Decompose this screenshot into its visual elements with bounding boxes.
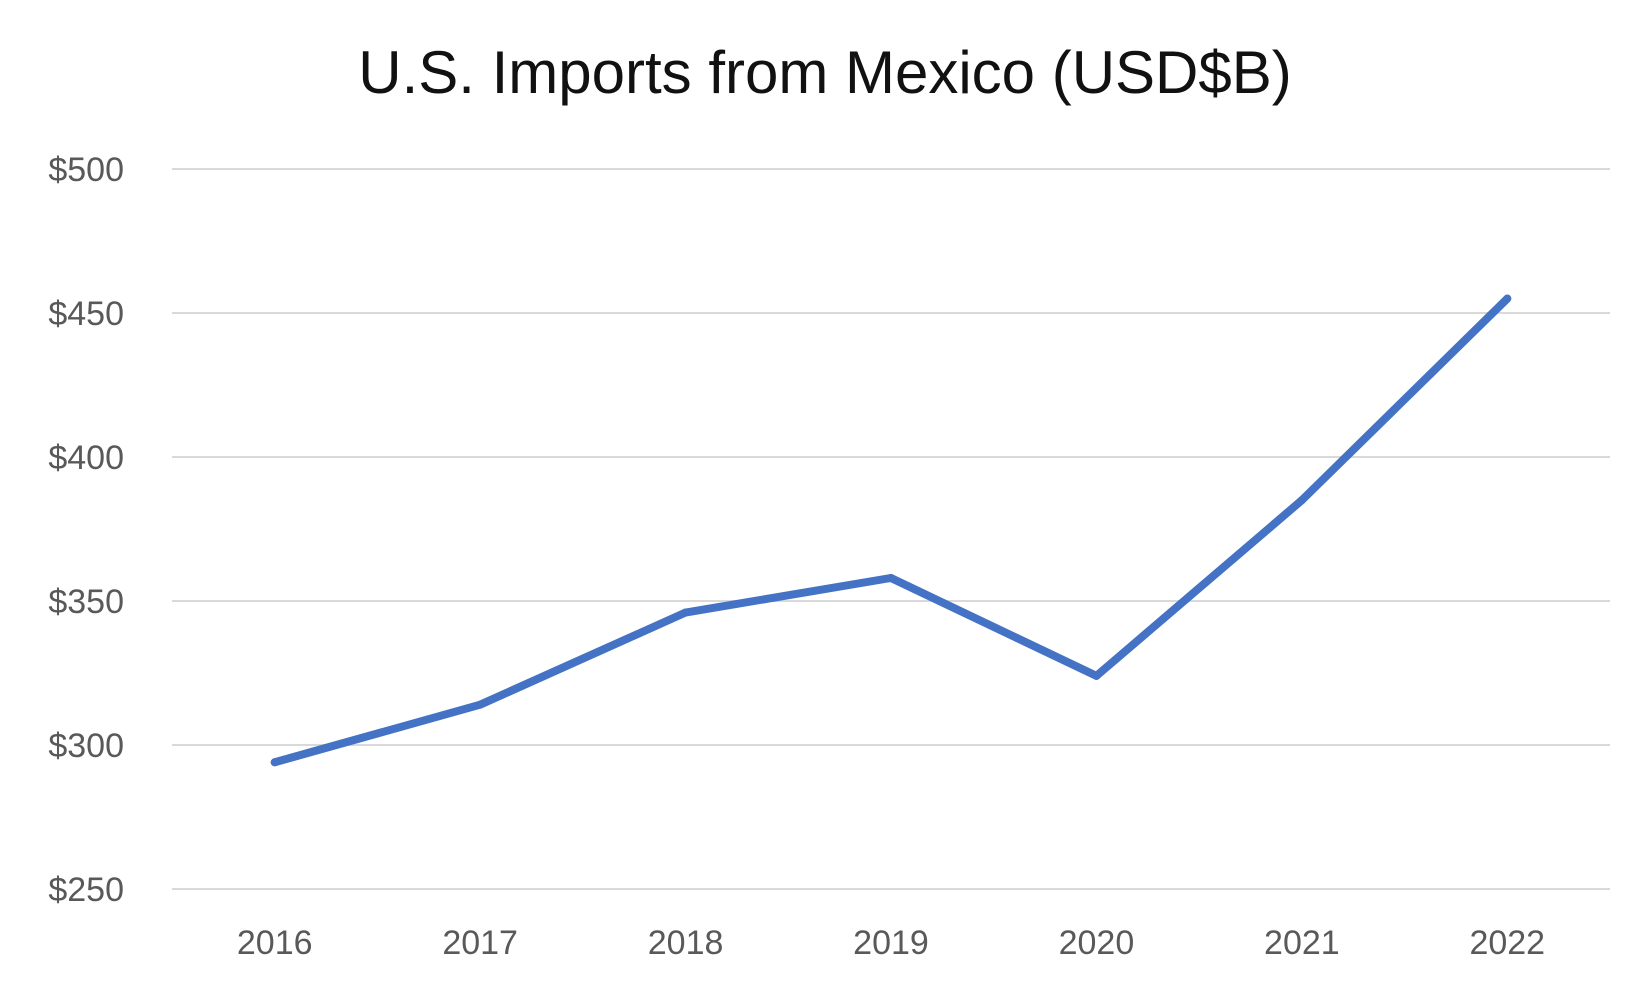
y-tick-label: $450 xyxy=(48,295,124,333)
data-point xyxy=(681,608,690,617)
x-tick-label: 2020 xyxy=(1059,924,1135,962)
data-point xyxy=(1297,496,1306,505)
data-point xyxy=(1092,671,1101,680)
data-point xyxy=(1503,294,1512,303)
y-tick-label: $250 xyxy=(48,871,124,909)
chart-title: U.S. Imports from Mexico (USD$B) xyxy=(358,39,1292,106)
y-tick-label: $350 xyxy=(48,583,124,621)
data-point xyxy=(270,758,279,767)
x-tick-label: 2017 xyxy=(442,924,518,962)
x-tick-label: 2019 xyxy=(853,924,929,962)
x-tick-label: 2016 xyxy=(237,924,313,962)
y-tick-label: $500 xyxy=(48,151,124,189)
data-point xyxy=(887,573,895,582)
series-line xyxy=(270,294,1512,767)
data-point xyxy=(476,700,485,709)
y-tick-label: $300 xyxy=(48,727,124,765)
x-tick-label: 2021 xyxy=(1264,924,1340,962)
y-tick-label: $400 xyxy=(48,439,124,477)
x-tick-label: 2022 xyxy=(1469,924,1545,962)
x-tick-label: 2018 xyxy=(648,924,724,962)
